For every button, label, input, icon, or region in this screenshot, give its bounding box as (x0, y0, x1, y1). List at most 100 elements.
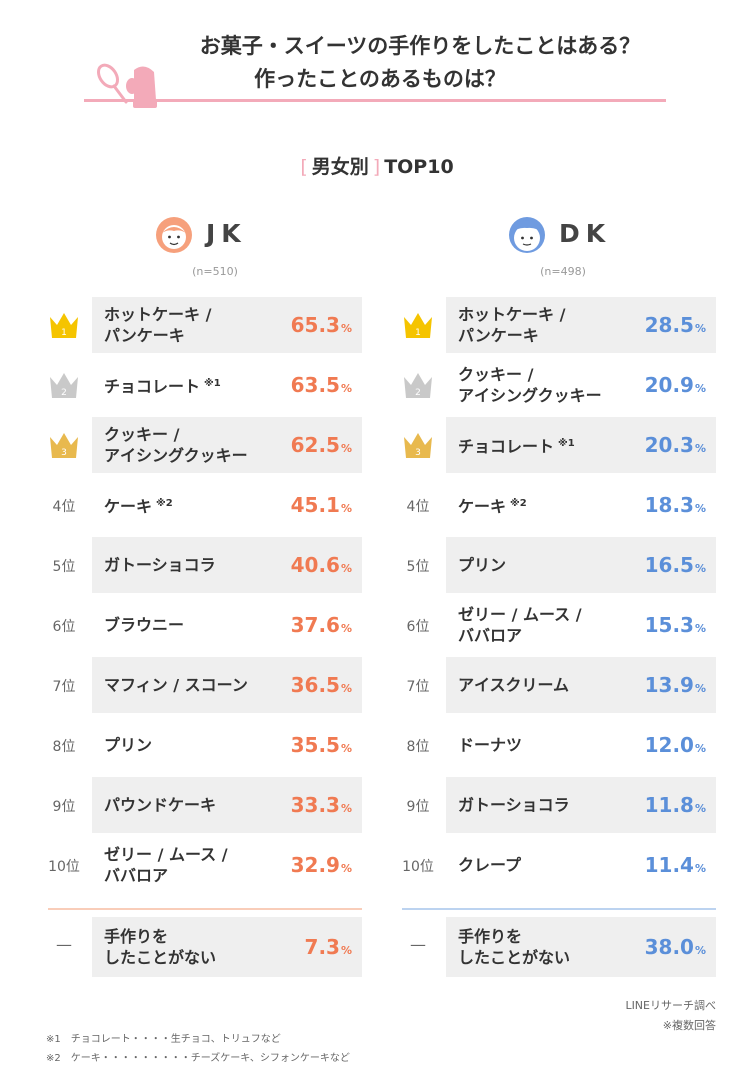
dk-rank-1-number: 1 (415, 328, 421, 338)
jk-rank-3-number: 3 (61, 448, 67, 458)
dk-item-label: チョコレート ※1 (458, 433, 575, 457)
jk-item-value: 35.5% (291, 733, 352, 757)
jk-item-value-number: 32.9 (290, 853, 340, 877)
jk-item-value: 37.6% (291, 613, 352, 637)
dk-item-value: 20.9% (645, 373, 706, 397)
bracket-left-icon: [ (300, 156, 308, 178)
jk-item-label-text: ゼリー / ムース / ババロア (104, 845, 228, 885)
dk-item-value-number: 11.4 (644, 853, 694, 877)
jk-table-row: ゼリー / ムース / ババロア 32.9% (92, 837, 362, 893)
dk-item-label: ガトーショコラ (458, 795, 570, 816)
jk-item-label-text: ホットケーキ / パンケーキ (104, 305, 212, 345)
jk-item-label: ホットケーキ / パンケーキ (104, 304, 211, 346)
dk-item-value-unit: % (694, 322, 706, 335)
dk-rank-6: 6位 (406, 619, 430, 635)
jk-item-value: 63.5% (291, 373, 352, 397)
jk-item-value-unit: % (340, 802, 352, 815)
dk-item-label-text: ケーキ (458, 497, 507, 516)
dk-item-value-number: 38.0 (644, 935, 694, 959)
dk-item-label: アイスクリーム (458, 675, 569, 696)
jk-item-value-number: 36.5 (290, 673, 340, 697)
dk-rank-10: 10位 (402, 859, 434, 875)
title-line-1: お菓子・スイーツの手作りをしたことはある？ (199, 34, 641, 58)
dk-item-value: 15.3% (645, 613, 706, 637)
jk-rank-5: 5位 (52, 559, 76, 575)
jk-item-value: 33.3% (291, 793, 352, 817)
dk-item-value-unit: % (694, 622, 706, 635)
dk-item-value: 11.8% (645, 793, 706, 817)
dk-item-label: クレープ (458, 855, 521, 876)
title-line-2: 作ったことのあるものは？ (254, 67, 506, 91)
dk-item-label-text: クッキー / アイシングクッキー (458, 365, 602, 405)
dk-item-value-number: 13.9 (644, 673, 694, 697)
dk-item-value-number: 16.5 (644, 553, 694, 577)
section-label-suffix: TOP10 (384, 156, 454, 178)
jk-item-label: ブラウニー (104, 615, 184, 636)
dk-divider (402, 908, 716, 910)
jk-item-value-number: 65.3 (290, 313, 340, 337)
dk-n-label: (n=498) (540, 265, 586, 278)
jk-item-value: 45.1% (291, 493, 352, 517)
dk-table-row: チョコレート ※1 20.3% (446, 417, 716, 473)
dk-table-row: ホットケーキ / パンケーキ 28.5% (446, 297, 716, 353)
jk-item-label-text: ガトーショコラ (104, 555, 216, 575)
jk-table-row: チョコレート ※1 63.5% (92, 357, 362, 413)
dk-item-label-text: チョコレート (458, 437, 555, 456)
dk-item-value: 16.5% (645, 553, 706, 577)
dk-rank-5: 5位 (406, 559, 430, 575)
dk-item-value-number: 28.5 (644, 313, 694, 337)
dk-item-label-text: ガトーショコラ (458, 795, 570, 815)
jk-table-row: ケーキ ※2 45.1% (92, 477, 362, 533)
jk-item-label: チョコレート ※1 (104, 373, 221, 397)
dk-item-label-text: ホットケーキ / パンケーキ (458, 305, 566, 345)
jk-item-label-text: マフィン / スコーン (104, 675, 248, 695)
jk-item-value-number: 7.3 (304, 935, 340, 959)
jk-item-value-unit: % (340, 862, 352, 875)
jk-item-value-number: 33.3 (290, 793, 340, 817)
dk-item-value-number: 11.8 (644, 793, 694, 817)
dk-header: DK (507, 215, 637, 255)
jk-item-value: 36.5% (291, 673, 352, 697)
jk-item-label: プリン (104, 735, 152, 756)
jk-divider (48, 908, 362, 910)
jk-header: JK (154, 215, 284, 255)
dk-item-label-text: ゼリー / ムース / ババロア (458, 605, 582, 645)
dk-item-value-number: 15.3 (644, 613, 694, 637)
girl-face-icon (156, 217, 192, 253)
jk-table-row: マフィン / スコーン 36.5% (92, 657, 362, 713)
bracket-right-icon: ] (372, 156, 381, 178)
dk-table-row: ガトーショコラ 11.8% (446, 777, 716, 833)
jk-rank-3-crown-icon: 3 (50, 433, 78, 458)
jk-rank-2-number: 2 (61, 388, 67, 398)
dk-rank-3-crown-icon: 3 (404, 433, 432, 458)
jk-table-row: ガトーショコラ 40.6% (92, 537, 362, 593)
footnote-1: ※1 チョコレート・・・・生チョコ、トリュフなど (46, 1034, 281, 1045)
boy-face-icon (509, 217, 545, 253)
section-label: [男女別] TOP10 (0, 152, 750, 179)
dk-item-value: 20.3% (645, 433, 706, 457)
dk-item-note: ※1 (558, 438, 575, 449)
dk-rank-7: 7位 (406, 679, 430, 695)
jk-item-label-text: パウンドケーキ (104, 795, 217, 815)
source-text: LINEリサーチ調べ (625, 999, 716, 1012)
dk-rank-9: 9位 (406, 799, 430, 815)
dk-item-value-number: 20.9 (644, 373, 694, 397)
jk-item-value-unit: % (340, 322, 352, 335)
jk-item-value-number: 40.6 (290, 553, 340, 577)
footnotes: ※1 チョコレート・・・・生チョコ、トリュフなど ※2 ケーキ・・・・・・・・・… (46, 1030, 350, 1068)
jk-item-value: 65.3% (291, 313, 352, 337)
jk-item-value-unit: % (340, 742, 352, 755)
jk-item-label: クッキー / アイシングクッキー (104, 424, 248, 466)
jk-item-label-text: クッキー / アイシングクッキー (104, 425, 248, 465)
jk-none-row: 手作りを したことがない 7.3% (92, 917, 362, 977)
title-block: お菓子・スイーツの手作りをしたことはある？ 作ったことのあるものは？ (84, 30, 666, 102)
jk-name: JK (206, 219, 247, 248)
dk-item-label: クッキー / アイシングクッキー (458, 364, 602, 406)
jk-item-label-text: ブラウニー (104, 615, 185, 635)
jk-item-label: ケーキ ※2 (104, 493, 173, 517)
dk-none-rank: — (410, 935, 426, 954)
jk-rank-6: 6位 (52, 619, 76, 635)
jk-item-value-number: 37.6 (290, 613, 340, 637)
multi-answer-text: ※複数回答 (662, 1019, 716, 1032)
jk-item-label: マフィン / スコーン (104, 675, 248, 696)
